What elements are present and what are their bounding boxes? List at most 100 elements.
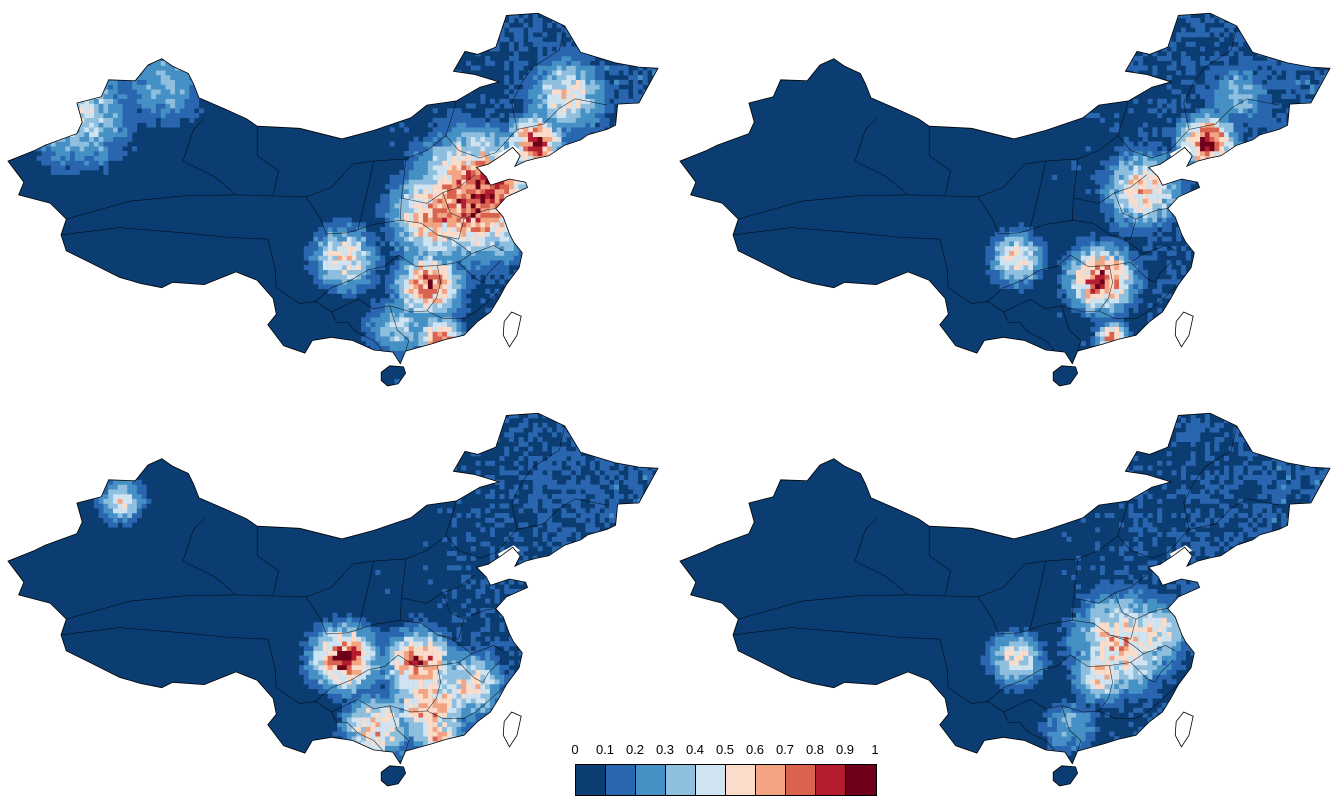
raster-cell <box>1104 179 1110 185</box>
raster-cell <box>327 274 333 280</box>
raster-cell <box>1033 260 1039 266</box>
raster-cell <box>1123 146 1129 152</box>
raster-cell <box>165 98 171 104</box>
raster-cell <box>442 236 448 242</box>
raster-cell <box>1142 222 1148 228</box>
raster-cell <box>1090 231 1096 237</box>
raster-cell <box>1128 269 1134 275</box>
raster-cell <box>65 170 71 175</box>
raster-cell <box>98 155 104 161</box>
raster-cell <box>313 255 319 261</box>
raster-cell <box>642 298 648 304</box>
raster-cell <box>408 227 414 232</box>
raster-cell <box>41 117 47 123</box>
raster-cell <box>1185 65 1191 71</box>
raster-cell <box>547 364 553 370</box>
raster-cell <box>427 246 433 251</box>
raster-cell <box>518 246 524 251</box>
raster-cell <box>552 217 557 223</box>
raster-cell <box>447 184 452 190</box>
raster-cell <box>633 103 639 109</box>
raster-cell <box>1037 236 1043 242</box>
raster-cell <box>418 326 424 332</box>
raster-cell <box>599 13 605 14</box>
raster-cell <box>504 13 510 14</box>
raster-cell <box>1076 298 1081 304</box>
raster-cell <box>566 288 572 294</box>
raster-cell <box>189 60 195 66</box>
raster-cell <box>590 379 596 384</box>
raster-cell <box>93 132 99 137</box>
raster-cell <box>523 122 529 128</box>
raster-cell <box>361 222 367 228</box>
raster-cell <box>27 89 33 95</box>
raster-cell <box>532 65 538 71</box>
raster-cell <box>609 293 615 299</box>
raster-cell <box>556 383 562 386</box>
raster-cell <box>313 274 319 280</box>
raster-cell <box>442 165 448 171</box>
raster-cell <box>370 279 376 285</box>
raster-cell <box>518 113 524 118</box>
raster-cell <box>423 331 429 337</box>
raster-cell <box>399 298 405 304</box>
raster-cell <box>31 103 37 109</box>
raster-cell <box>1157 22 1163 28</box>
raster-cell <box>1018 241 1024 247</box>
raster-cell <box>1114 179 1120 185</box>
raster-cell <box>652 250 658 256</box>
raster-cell <box>404 246 409 251</box>
raster-cell <box>523 94 529 99</box>
raster-cell <box>628 317 634 323</box>
raster-cell <box>518 241 524 247</box>
raster-cell <box>466 103 472 109</box>
raster-cell <box>1123 326 1129 332</box>
raster-cell <box>141 113 147 118</box>
raster-cell <box>594 151 600 156</box>
raster-cell <box>65 146 71 152</box>
raster-cell <box>404 312 409 318</box>
raster-cell <box>408 303 414 308</box>
raster-cell <box>79 136 85 142</box>
raster-cell <box>561 60 567 66</box>
raster-cell <box>394 312 400 318</box>
raster-cell <box>594 103 600 109</box>
raster-cell <box>1090 336 1096 342</box>
raster-cell <box>456 146 462 152</box>
raster-cell <box>108 151 114 156</box>
raster-cell <box>585 117 591 123</box>
raster-cell <box>647 41 653 47</box>
raster-cell <box>552 108 557 114</box>
raster-cell <box>394 246 400 251</box>
raster-cell <box>509 241 514 247</box>
raster-cell <box>389 322 395 327</box>
raster-cell <box>1104 293 1110 299</box>
raster-cell <box>346 241 352 247</box>
raster-cell <box>532 193 538 199</box>
raster-cell <box>647 389 652 394</box>
raster-cell <box>480 212 486 218</box>
raster-cell <box>561 117 567 123</box>
raster-cell <box>1104 98 1110 104</box>
raster-cell <box>361 236 367 242</box>
raster-cell <box>628 160 634 166</box>
raster-cell <box>571 103 577 109</box>
raster-cell <box>418 75 424 80</box>
raster-cell <box>594 241 600 247</box>
raster-cell <box>1133 84 1139 90</box>
raster-cell <box>332 269 338 275</box>
raster-cell <box>528 179 534 185</box>
raster-cell <box>652 51 658 57</box>
raster-cell <box>1018 274 1024 280</box>
raster-cell <box>55 70 61 76</box>
raster-cell <box>1018 265 1024 270</box>
raster-cell <box>160 98 166 104</box>
raster-cell <box>466 174 472 180</box>
raster-cell <box>1033 255 1039 261</box>
raster-cell <box>413 231 419 237</box>
province-boundary <box>458 260 502 283</box>
raster-cell <box>1123 255 1129 261</box>
raster-cell <box>432 265 438 270</box>
raster-cell <box>456 155 462 161</box>
raster-cell <box>1142 269 1148 275</box>
